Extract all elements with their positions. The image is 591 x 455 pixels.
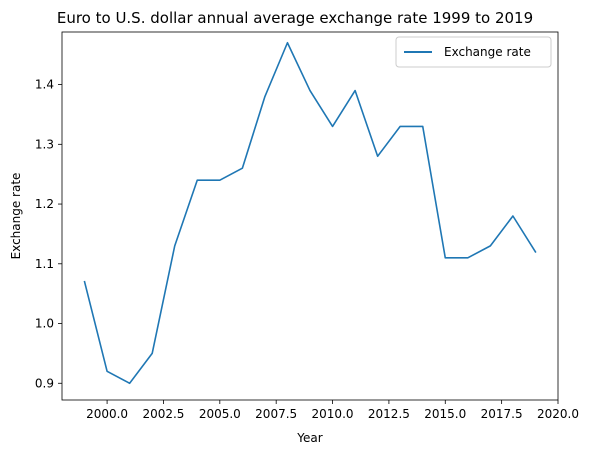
y-tick-label: 1.0 — [35, 317, 54, 331]
plot-area — [61, 31, 559, 401]
x-axis-ticks: 2000.0 2002.5 2005.0 2007.5 2010.0 2012.5 2015… — [86, 400, 579, 421]
y-tick-label: 1.4 — [35, 78, 54, 92]
x-tick-label: 2005.0 — [199, 407, 241, 421]
y-tick-label: 1.2 — [35, 197, 54, 211]
series-layer — [83, 41, 537, 385]
chart-title: Euro to U.S. dollar annual average excha… — [57, 9, 533, 27]
legend-box — [395, 36, 552, 68]
x-axis-label: Year — [296, 431, 322, 445]
x-tick-label: 2015.0 — [424, 407, 466, 421]
y-tick-label: 1.1 — [35, 257, 54, 271]
x-tick-label: 2000.0 — [86, 407, 128, 421]
x-tick-label: 2020.0 — [537, 407, 579, 421]
x-tick-label: 2010.0 — [312, 407, 354, 421]
x-tick-label: 2002.5 — [142, 407, 184, 421]
legend-label: Exchange rate — [444, 45, 531, 59]
x-tick-label: 2012.5 — [368, 407, 410, 421]
legend: Exchange rate — [395, 36, 552, 68]
y-tick-label: 0.9 — [35, 376, 54, 390]
y-axis-ticks: 0.9 1.0 1.1 1.2 1.3 1.4 — [35, 78, 62, 390]
x-tick-label: 2017.5 — [481, 407, 523, 421]
series-line — [83, 41, 537, 385]
x-tick-label: 2007.5 — [255, 407, 297, 421]
y-tick-label: 1.3 — [35, 137, 54, 151]
y-axis-label: Exchange rate — [9, 173, 23, 260]
axes-frame — [61, 31, 559, 401]
